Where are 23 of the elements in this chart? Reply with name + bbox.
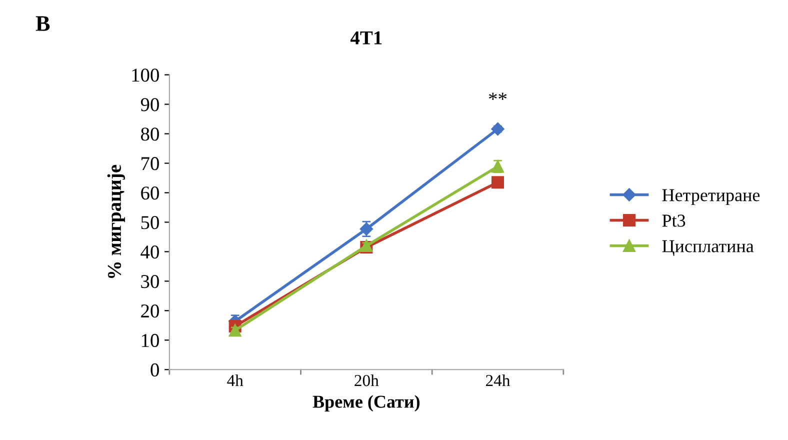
point [492, 176, 504, 189]
y-tick-label: 0 [150, 363, 159, 377]
legend-label: Нетретиране [662, 189, 760, 205]
annotation: ** [488, 92, 507, 100]
text: B [36, 16, 50, 31]
y-tick-label: 70 [142, 157, 159, 170]
y-tick-label: 20 [141, 304, 159, 318]
y-tick-label: 40 [140, 245, 159, 259]
legend-label: Цисплатина [662, 240, 754, 256]
x-tick-label: 4h [227, 374, 244, 386]
y-tick-label: 50 [141, 216, 159, 230]
y-tick-label: 100 [132, 68, 159, 82]
y-tick-label: 60 [141, 186, 159, 200]
y-axis-title: % миграције [107, 164, 125, 278]
y-tick-label: 30 [141, 274, 159, 288]
chart-title: 4T1 [350, 31, 382, 44]
legend-label: Pt3 [662, 214, 686, 227]
x-tick-label: 20h [354, 374, 379, 386]
y-tick-label: 10 [142, 334, 159, 348]
x-axis-title: Време (Сати) [312, 395, 420, 412]
y-tick-label: 90 [140, 98, 159, 112]
x-tick-label: 24h [486, 374, 510, 386]
y-tick-label: 80 [140, 128, 159, 141]
